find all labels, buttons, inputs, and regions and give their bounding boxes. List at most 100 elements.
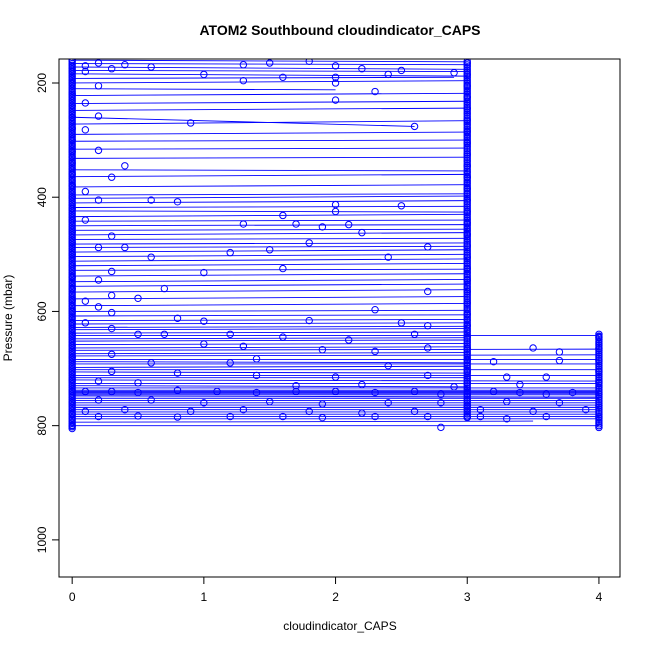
data-point <box>476 412 485 421</box>
data-point <box>424 287 432 296</box>
data-point <box>542 373 550 381</box>
data-point <box>107 308 116 317</box>
series-line-segment <box>72 420 534 423</box>
data-point <box>81 67 90 76</box>
y-axis: 200 400 600 800 1000 <box>35 73 60 553</box>
data-point <box>542 412 550 421</box>
data-point <box>424 243 432 251</box>
data-point <box>107 387 116 396</box>
data-point <box>121 405 129 414</box>
series-line-segment <box>72 224 468 227</box>
data-point <box>239 220 248 228</box>
data-point <box>371 87 379 96</box>
data-point <box>107 232 116 240</box>
data-point <box>186 119 195 127</box>
data-point <box>94 303 103 311</box>
data-point <box>68 424 76 433</box>
series-line-segment <box>72 339 468 342</box>
series-line-segment <box>72 228 468 231</box>
series-line-segment <box>72 283 468 287</box>
series-line-segment <box>72 193 468 196</box>
data-point <box>173 198 182 206</box>
data-point <box>437 423 445 432</box>
series-line-segment <box>72 139 468 142</box>
data-point <box>437 399 445 407</box>
data-point <box>94 412 103 421</box>
data-point <box>318 400 327 408</box>
data-point <box>384 70 392 79</box>
data-point <box>410 407 419 416</box>
data-point <box>239 342 248 350</box>
data-point <box>503 397 511 406</box>
data-point <box>134 294 142 302</box>
series-line-segment <box>72 289 468 293</box>
series-line-segment <box>72 268 468 271</box>
data-point <box>107 267 116 276</box>
series-line-segment <box>72 302 468 307</box>
data-point <box>371 347 379 356</box>
series-line-segment <box>72 232 468 236</box>
data-point <box>318 345 327 354</box>
data-point <box>331 79 340 87</box>
data-point <box>147 396 155 404</box>
data-point <box>81 126 90 134</box>
data-point <box>424 344 432 352</box>
series-line-segment <box>72 169 468 172</box>
series-line-segment <box>72 184 468 188</box>
series-line-segment <box>72 322 468 325</box>
data-point <box>81 216 90 224</box>
data-point <box>200 340 208 348</box>
data-point <box>371 412 379 421</box>
series-line-segment <box>72 210 468 213</box>
data-point <box>331 387 340 396</box>
x-tick-label: 3 <box>464 590 471 604</box>
series-line-segment <box>72 100 468 104</box>
series-line-segment <box>72 337 468 340</box>
data-point <box>252 355 261 363</box>
data-point <box>595 423 603 432</box>
data-point <box>226 359 234 367</box>
y-tick-label: 200 <box>35 73 49 93</box>
series-line-segment <box>72 66 468 70</box>
data-point <box>81 99 90 107</box>
x-tick-label: 2 <box>332 590 339 604</box>
data-point <box>305 316 313 325</box>
data-point <box>279 333 287 341</box>
data-point <box>568 388 577 397</box>
series-line-segment <box>72 346 468 349</box>
data-layer <box>68 59 603 433</box>
series-line-segment <box>72 249 468 253</box>
y-tick-label: 400 <box>35 187 49 207</box>
series-line-segment <box>72 273 468 277</box>
data-point <box>397 202 406 210</box>
data-point <box>292 381 300 390</box>
data-point <box>424 412 432 421</box>
series-line-segment <box>72 205 468 208</box>
data-point <box>358 65 366 73</box>
data-point <box>226 412 234 421</box>
data-point <box>107 367 116 376</box>
data-point <box>252 388 261 397</box>
data-point <box>173 413 182 421</box>
data-point <box>134 379 142 387</box>
data-point <box>582 405 590 414</box>
data-point <box>542 390 550 398</box>
series-line-segment <box>72 195 468 199</box>
data-point <box>200 399 208 407</box>
data-point <box>529 407 537 416</box>
series-line-segment <box>72 263 468 267</box>
data-point <box>239 405 248 414</box>
data-point <box>529 344 537 352</box>
series-line-segment <box>72 173 468 178</box>
data-point <box>107 291 116 300</box>
series-line-segment <box>72 328 468 331</box>
data-point <box>94 82 103 90</box>
data-point <box>292 220 300 228</box>
series-line-segment <box>72 371 468 374</box>
series-line-segment <box>72 63 468 66</box>
data-point <box>173 314 182 322</box>
data-point <box>305 59 313 65</box>
data-point <box>503 373 511 381</box>
data-point <box>358 409 366 417</box>
data-point <box>266 397 274 406</box>
